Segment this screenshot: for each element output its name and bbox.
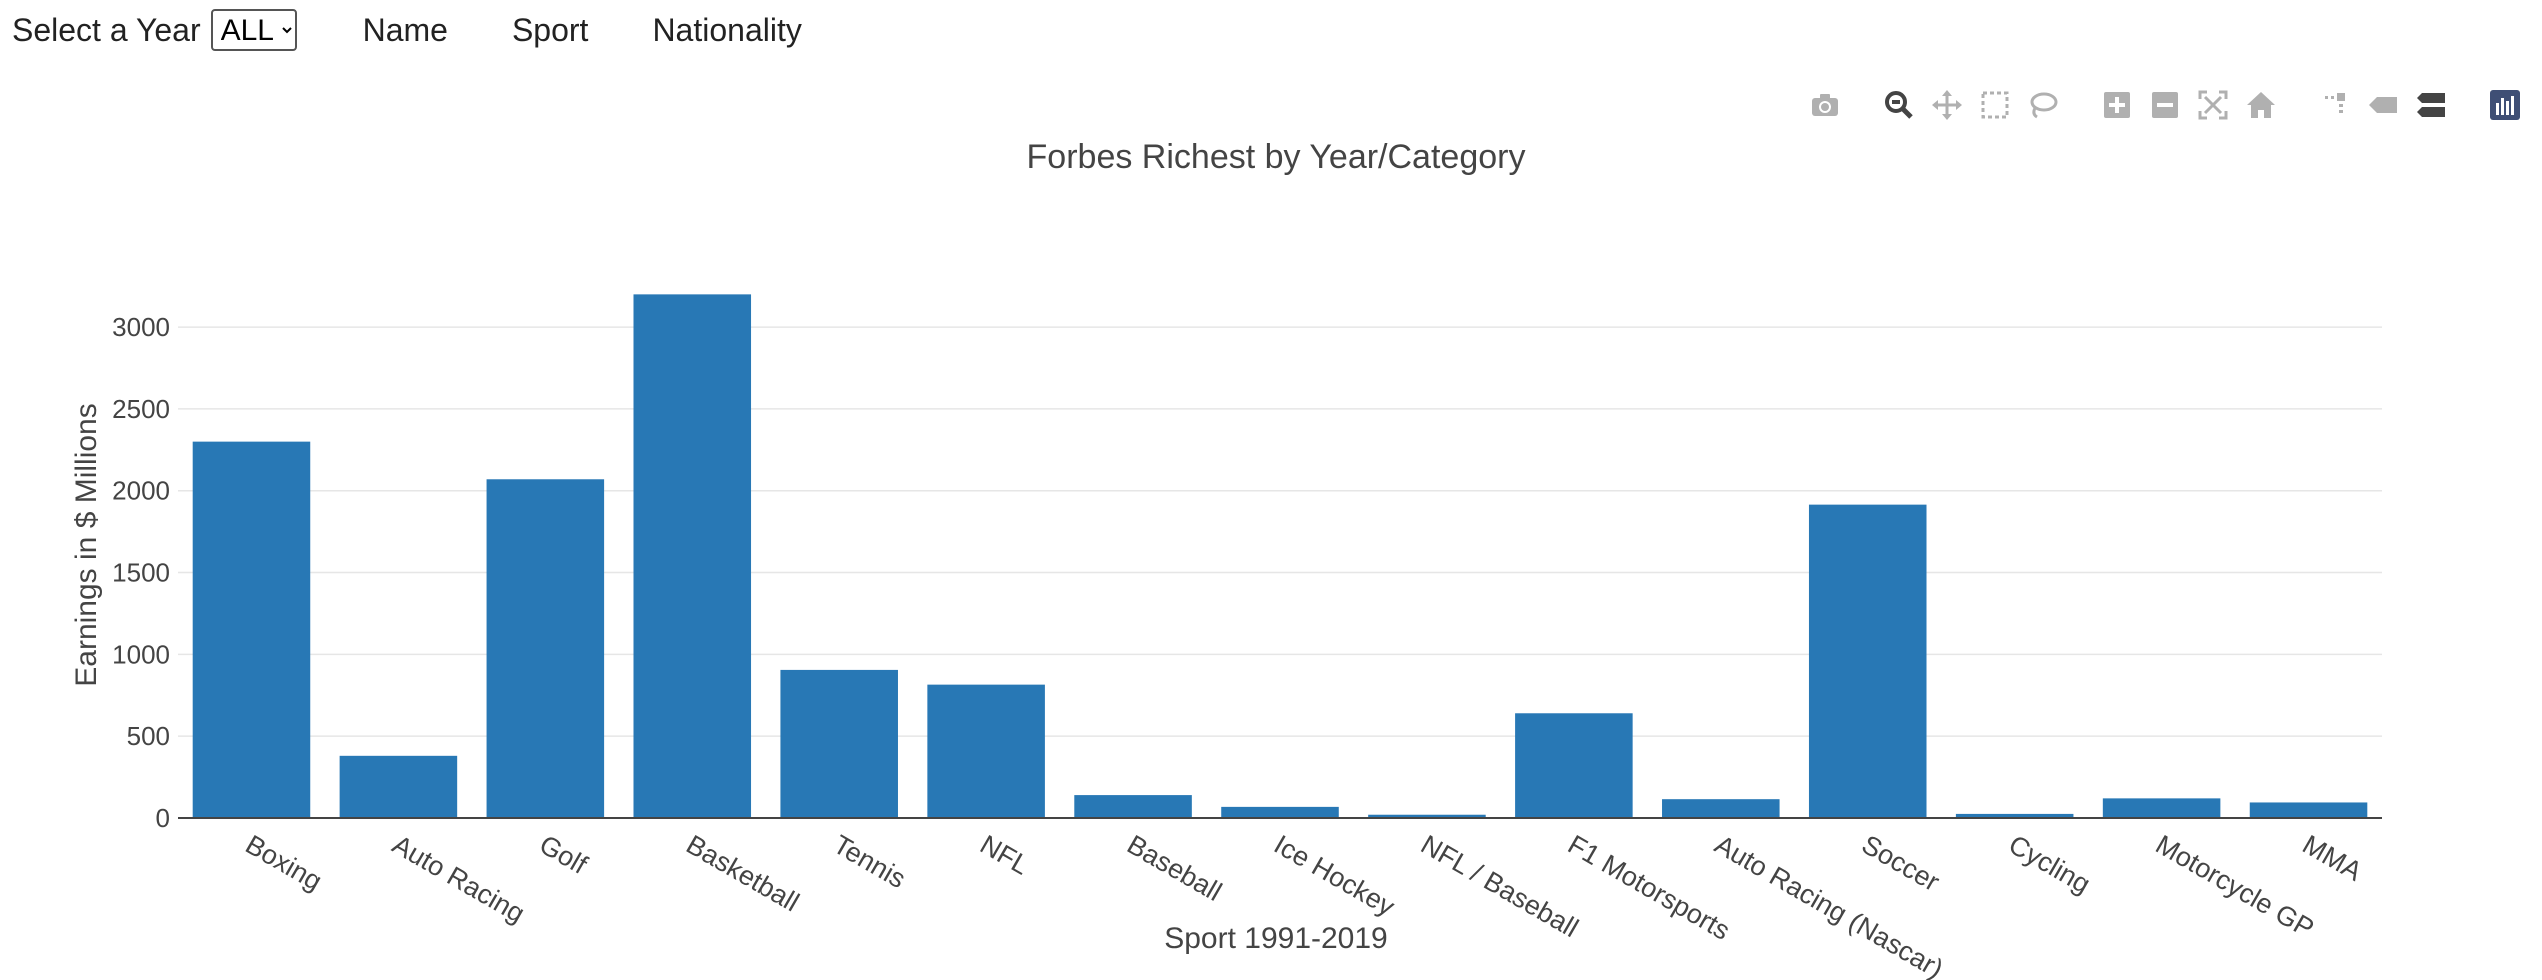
spike-lines-icon[interactable]: [2316, 86, 2354, 124]
nationality-link[interactable]: Nationality: [652, 11, 802, 48]
lasso-icon[interactable]: [2024, 86, 2062, 124]
hover-compare-icon[interactable]: [2412, 86, 2450, 124]
zoom-in-icon[interactable]: [2098, 86, 2136, 124]
y-tick-label: 1000: [112, 639, 170, 669]
y-tick-label: 1500: [112, 558, 170, 588]
y-tick-label: 0: [156, 803, 170, 833]
x-tick-label: Tennis: [828, 829, 911, 894]
chart-title: Forbes Richest by Year/Category: [1027, 138, 1526, 176]
bars: [192, 294, 2368, 818]
x-tick-label: Auto Racing: [387, 829, 529, 929]
bar-tennis[interactable]: [780, 669, 898, 818]
reset-axes-icon[interactable]: [2242, 86, 2280, 124]
camera-icon[interactable]: [1806, 86, 1844, 124]
sport-link[interactable]: Sport: [511, 11, 589, 48]
bar-golf[interactable]: [486, 479, 605, 818]
bar-baseball[interactable]: [1074, 795, 1192, 818]
y-tick-label: 2500: [112, 394, 170, 424]
x-tick-label: Basketball: [681, 829, 804, 917]
y-tick-label: 2000: [112, 476, 170, 506]
bar-auto-racing[interactable]: [339, 755, 458, 818]
x-tick-label: Cycling: [2004, 829, 2096, 899]
bar-motorcycle-gp[interactable]: [2102, 798, 2221, 818]
zoom-out-icon[interactable]: [2146, 86, 2184, 124]
x-tick-label: Baseball: [1122, 829, 1227, 907]
bar-auto-racing-nascar-[interactable]: [1662, 799, 1780, 818]
controls-bar: Select a Year ALL Name Sport Nationality: [12, 8, 834, 52]
plotly-logo-icon[interactable]: [2486, 86, 2524, 124]
zoom-icon[interactable]: [1880, 86, 1918, 124]
x-tick-label: MMA: [2298, 829, 2368, 886]
pan-icon[interactable]: [1928, 86, 1966, 124]
x-tick-label: Ice Hockey: [1269, 829, 1400, 922]
x-tick-label: NFL: [975, 829, 1034, 880]
y-tick-label: 3000: [112, 312, 170, 342]
name-link[interactable]: Name: [362, 11, 448, 48]
box-select-icon[interactable]: [1976, 86, 2014, 124]
bar-f1-motorsports[interactable]: [1515, 713, 1633, 818]
x-tick-label: Soccer: [1857, 829, 1945, 897]
x-tick-label: Motorcycle GP: [2151, 829, 2319, 944]
x-tick-label: F1 Motorsports: [1563, 829, 1735, 946]
year-select-label: Select a Year: [12, 11, 201, 48]
bar-basketball[interactable]: [633, 294, 752, 818]
bar-cycling[interactable]: [1955, 813, 2074, 818]
y-tick-label: 500: [127, 721, 170, 751]
bar-nfl[interactable]: [927, 684, 1045, 818]
chart-modebar: [1796, 86, 2524, 124]
year-select[interactable]: ALL: [210, 9, 297, 51]
x-tick-label: Golf: [534, 829, 592, 880]
y-axis-title: Earnings in $ Millions: [70, 403, 103, 686]
bar-soccer[interactable]: [1808, 504, 1927, 818]
bar-boxing[interactable]: [192, 441, 311, 818]
bar-ice-hockey[interactable]: [1221, 806, 1339, 818]
hover-closest-icon[interactable]: [2364, 86, 2402, 124]
autoscale-icon[interactable]: [2194, 86, 2232, 124]
bar-mma[interactable]: [2249, 802, 2368, 818]
x-tick-label: Boxing: [240, 829, 327, 896]
bar-nfl-baseball[interactable]: [1368, 814, 1486, 818]
axes: 0 500 1000 1500 2000 2500 3000 Boxing Auto Racin…: [112, 312, 2382, 980]
x-tick-label: NFL / Baseball: [1416, 829, 1584, 943]
x-axis-title: Sport 1991-2019: [1164, 922, 1388, 955]
